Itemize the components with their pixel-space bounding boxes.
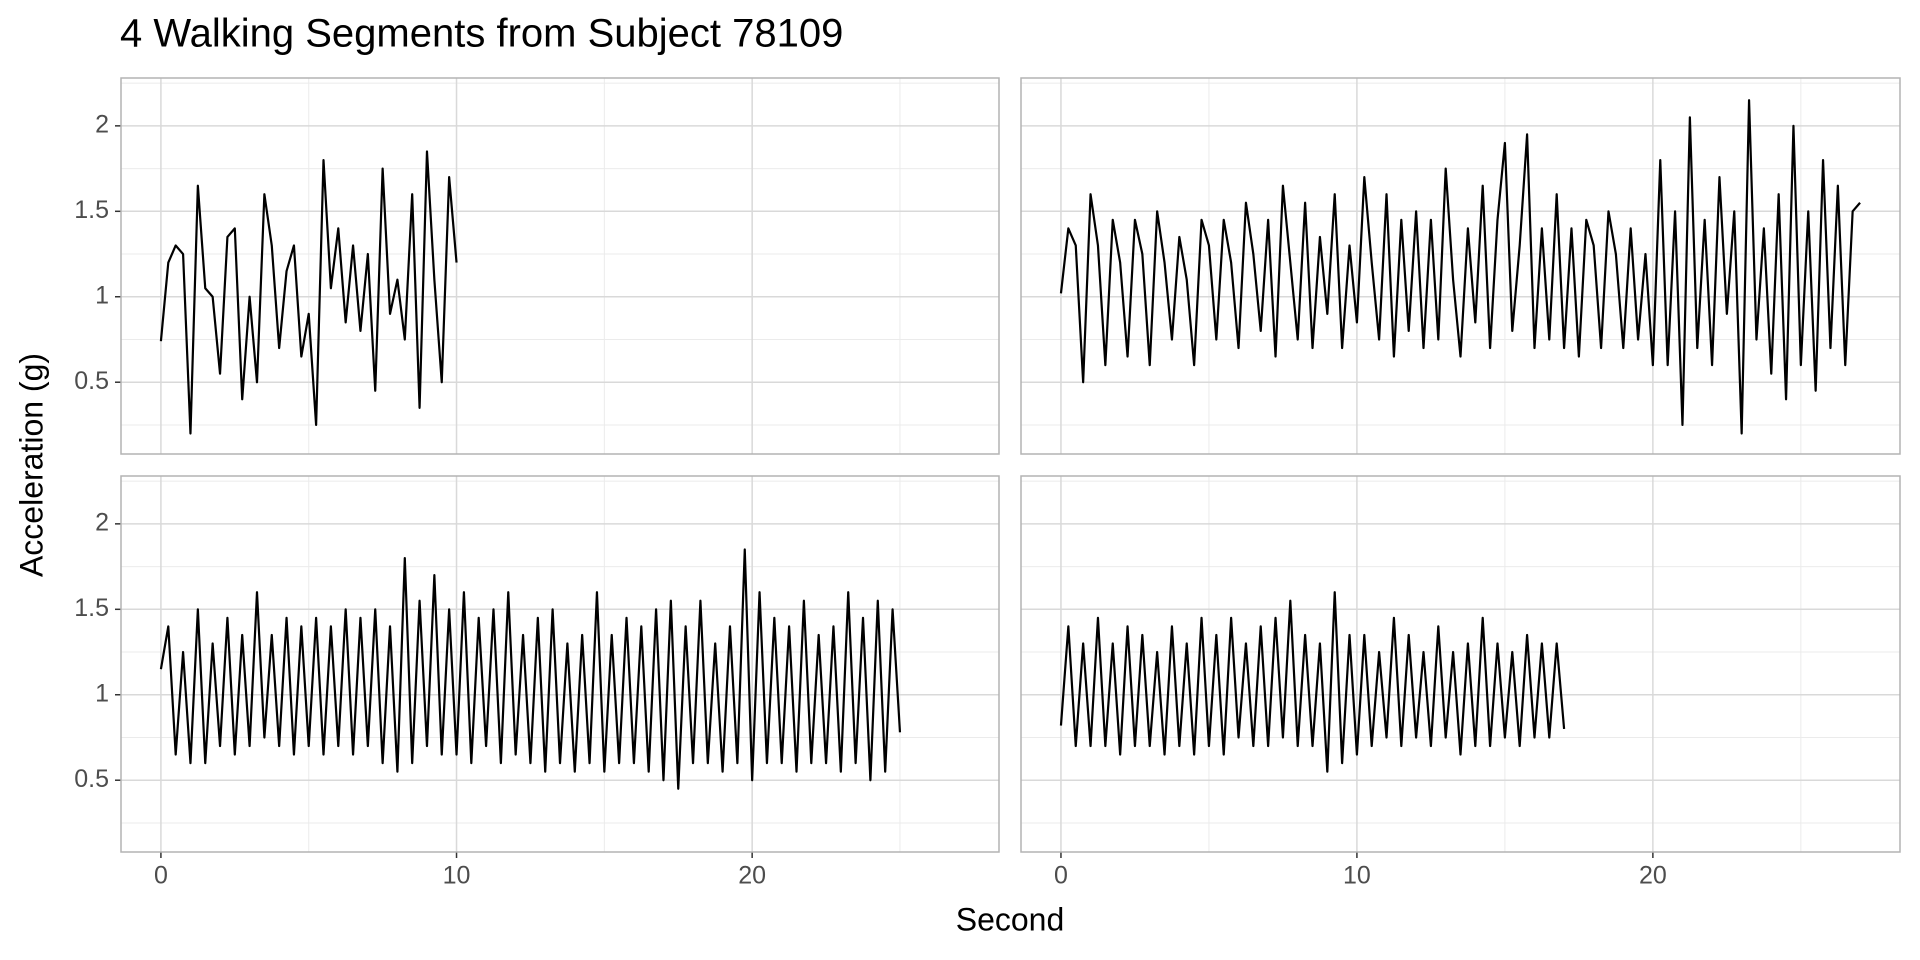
y-tick-label: 0.5 bbox=[74, 765, 109, 793]
y-tick-label: 1.5 bbox=[74, 196, 109, 224]
x-tick-label: 0 bbox=[1054, 862, 1068, 890]
x-tick-label: 10 bbox=[443, 862, 471, 890]
series-line bbox=[159, 150, 458, 435]
series-line bbox=[1059, 99, 1861, 435]
y-tick-label: 0.5 bbox=[74, 367, 109, 395]
y-axis-title: Acceleration (g) bbox=[13, 353, 49, 577]
x-tick-label: 20 bbox=[738, 862, 766, 890]
y-tick-label: 1 bbox=[95, 679, 109, 707]
y-tick-label: 2 bbox=[95, 508, 109, 536]
x-tick-label: 0 bbox=[154, 862, 168, 890]
panel-border bbox=[120, 475, 1000, 853]
y-tick-label: 1 bbox=[95, 281, 109, 309]
chart-title: 4 Walking Segments from Subject 78109 bbox=[120, 12, 843, 56]
series-line bbox=[1059, 591, 1566, 773]
y-tick-label: 1.5 bbox=[74, 594, 109, 622]
panel-border bbox=[120, 77, 1000, 455]
panel-border bbox=[1020, 475, 1901, 853]
series-line bbox=[159, 548, 902, 790]
y-tick-label: 2 bbox=[95, 110, 109, 138]
panel-border bbox=[1020, 77, 1901, 455]
x-axis-title: Second bbox=[956, 901, 1065, 937]
x-tick-label: 10 bbox=[1343, 862, 1371, 890]
x-tick-label: 20 bbox=[1639, 862, 1667, 890]
